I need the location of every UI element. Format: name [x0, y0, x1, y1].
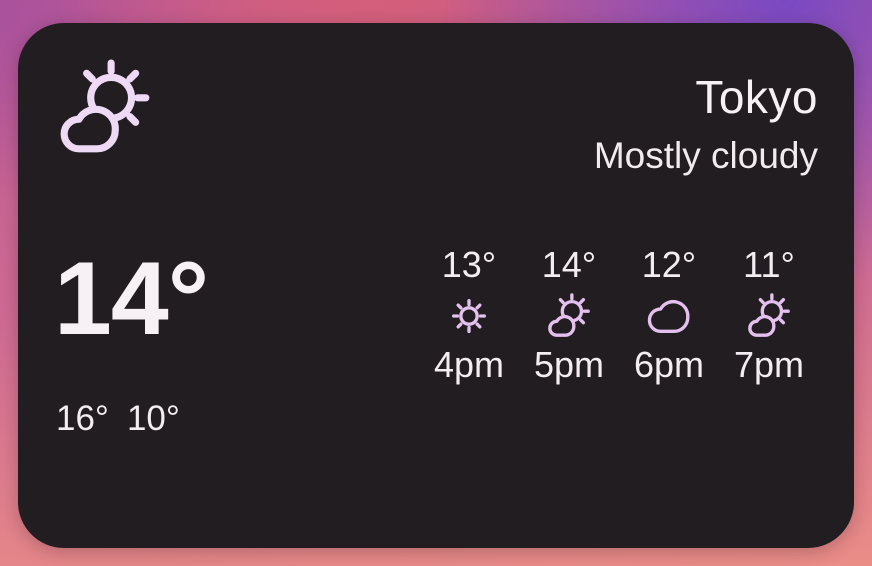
widget-header: Tokyo Mostly cloudy — [594, 69, 818, 179]
hourly-item-6pm: 12° 6pm — [624, 245, 714, 385]
location-label: Tokyo — [695, 71, 818, 123]
hourly-time: 4pm — [433, 344, 505, 385]
hourly-temperature: 14° — [541, 244, 597, 285]
hourly-time: 5pm — [533, 344, 605, 385]
hourly-item-4pm: 13° 4pm — [424, 245, 514, 385]
hourly-time: 7pm — [733, 344, 805, 385]
hourly-temperature: 12° — [641, 244, 697, 285]
weather-widget[interactable]: Tokyo Mostly cloudy 14° 16° 10° 13° 4pm … — [18, 23, 854, 548]
high-low-temperatures: 16° 10° — [56, 399, 180, 439]
hourly-temperature: 13° — [441, 244, 497, 285]
low-temperature: 10° — [126, 399, 180, 438]
hourly-forecast: 13° 4pm 14° 5pm 12° 6pm — [424, 245, 814, 385]
hourly-item-7pm: 11° 7pm — [724, 245, 814, 385]
current-temperature: 14° — [54, 241, 209, 357]
hourly-item-5pm: 14° 5pm — [524, 245, 614, 385]
hourly-temperature: 11° — [743, 244, 795, 285]
high-temperature: 16° — [56, 399, 109, 438]
partly-cloudy-icon — [56, 59, 154, 157]
partly-cloudy-icon — [546, 293, 592, 339]
cloudy-icon — [646, 293, 692, 339]
sunny-icon — [446, 293, 492, 339]
hourly-time: 6pm — [633, 344, 705, 385]
condition-label: Mostly cloudy — [593, 135, 818, 176]
partly-cloudy-icon — [746, 293, 792, 339]
